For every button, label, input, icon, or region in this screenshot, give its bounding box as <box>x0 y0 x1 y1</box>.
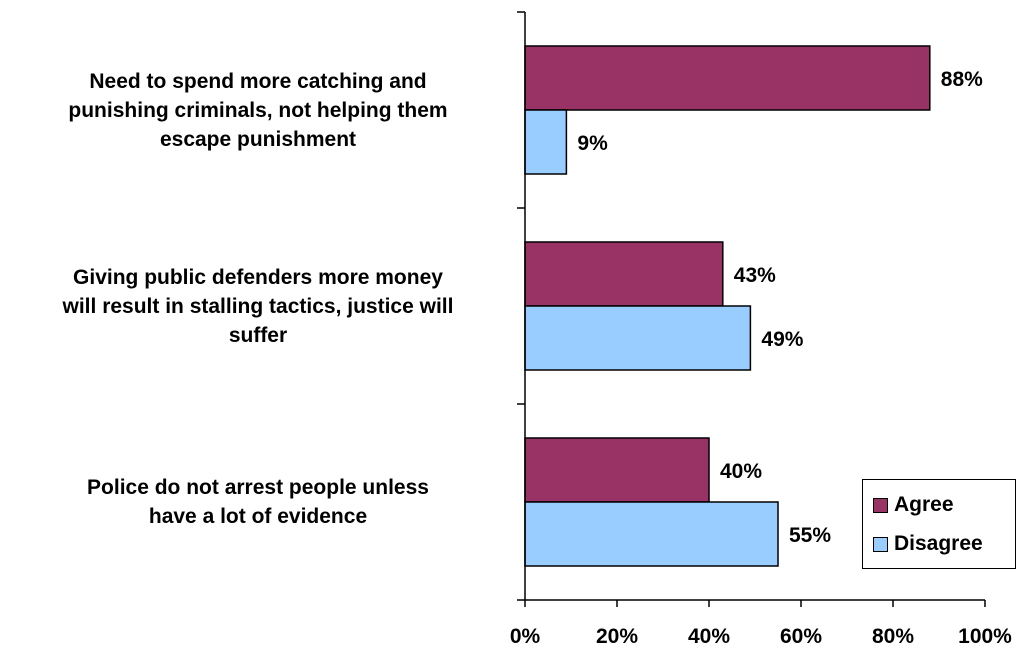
legend-swatch-disagree <box>873 536 888 552</box>
bar-disagree-1 <box>524 305 752 371</box>
data-label: 49% <box>761 328 803 351</box>
category-label-1: Giving public defenders more money will … <box>62 265 454 347</box>
data-label: 55% <box>789 524 831 547</box>
category-label-0: Need to spend more catching and punishin… <box>68 69 448 151</box>
x-tick-label: 60% <box>780 625 822 648</box>
data-label: 40% <box>720 460 762 483</box>
legend-item-disagree: Disagree <box>873 530 983 558</box>
legend-label-disagree: Disagree <box>894 532 983 555</box>
bar-agree-2 <box>524 437 710 503</box>
x-tick-label: 20% <box>596 625 638 648</box>
x-tick-label: 80% <box>872 625 914 648</box>
data-label: 88% <box>941 68 983 91</box>
data-label: 43% <box>734 264 776 287</box>
category-label-2: Police do not arrest people unless have … <box>87 476 429 528</box>
legend-label-agree: Agree <box>894 493 954 516</box>
x-tick-label: 100% <box>958 625 1012 648</box>
x-tick-label: 40% <box>688 625 730 648</box>
bars <box>524 45 931 567</box>
x-tick-label: 0% <box>510 625 541 648</box>
legend-swatch-agree <box>873 497 888 513</box>
bar-disagree-0 <box>524 109 568 175</box>
legend: Agree Disagree <box>862 479 1016 569</box>
bar-agree-1 <box>524 241 724 307</box>
axis-ticks: 0% 20% 40% 60% 80% 100% <box>510 11 1012 648</box>
bar-agree-0 <box>524 45 931 111</box>
data-labels: 88% 9% 43% 49% 40% 55% <box>577 68 983 547</box>
legend-item-agree: Agree <box>873 491 954 519</box>
bar-disagree-2 <box>524 501 779 567</box>
data-label: 9% <box>577 132 608 155</box>
